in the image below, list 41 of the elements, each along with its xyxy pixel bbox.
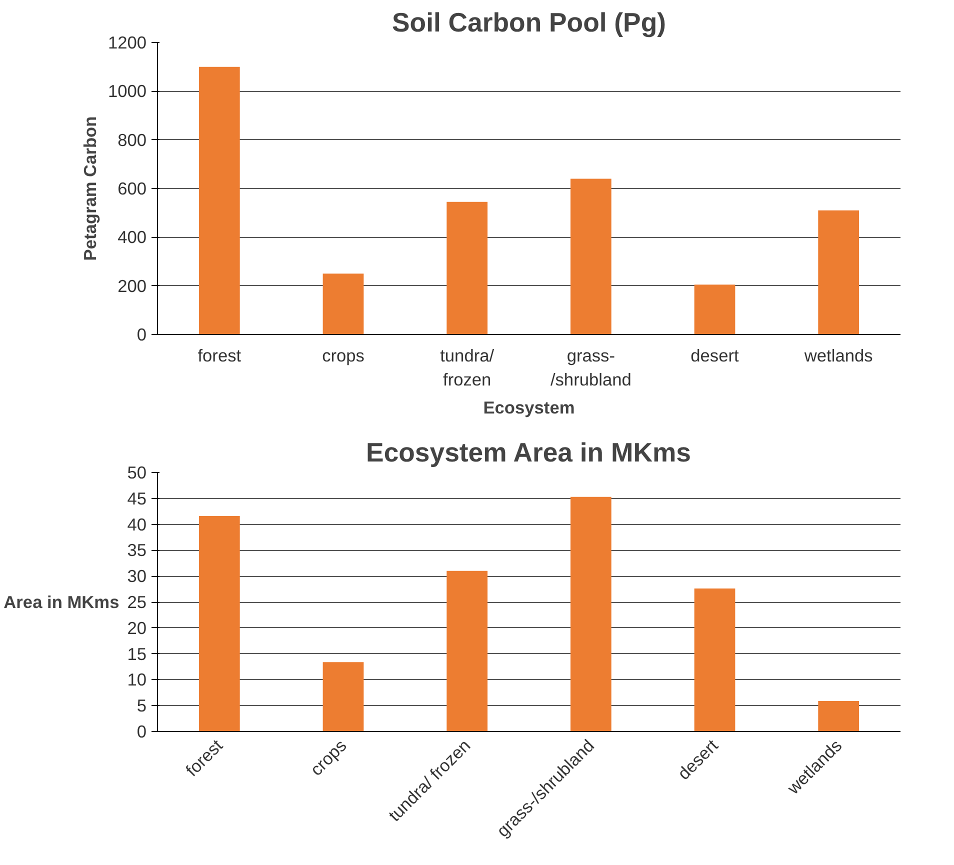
chart-title: Ecosystem Area in MKms bbox=[366, 438, 691, 468]
bar bbox=[694, 588, 736, 732]
bar bbox=[818, 210, 860, 334]
x-tick-label: grass-/shrubland bbox=[550, 346, 632, 390]
y-tick-label: 15 bbox=[127, 644, 147, 664]
x-tick-label: desert bbox=[690, 346, 740, 366]
x-tick-label: crops bbox=[322, 346, 365, 366]
bar bbox=[446, 570, 488, 732]
y-tick-label: 0 bbox=[136, 324, 147, 344]
y-tick-label: 50 bbox=[127, 462, 147, 482]
y-tick-label: 0 bbox=[136, 722, 147, 742]
bar bbox=[446, 202, 488, 334]
x-tick-label: tundra/ frozen bbox=[440, 346, 494, 390]
y-tick-label: 30 bbox=[127, 566, 147, 586]
y-tick-label: 600 bbox=[118, 178, 147, 198]
y-axis-title: Petagram Carbon bbox=[80, 116, 100, 261]
bar bbox=[198, 516, 240, 732]
bar bbox=[694, 284, 736, 334]
y-tick-label: 40 bbox=[127, 514, 147, 534]
y-tick-label: 800 bbox=[118, 130, 147, 150]
bar bbox=[570, 178, 612, 334]
bar bbox=[570, 496, 612, 732]
y-tick-label: 25 bbox=[127, 592, 147, 612]
bar bbox=[818, 700, 860, 732]
y-tick-label: 1000 bbox=[108, 81, 147, 102]
y-tick-label: 5 bbox=[136, 696, 147, 716]
bar bbox=[322, 274, 364, 334]
x-tick-label: forest bbox=[198, 346, 242, 366]
y-tick-label: 45 bbox=[127, 488, 147, 508]
y-tick-label: 20 bbox=[127, 618, 147, 638]
bar bbox=[322, 662, 364, 732]
x-tick-label: wetlands bbox=[803, 346, 874, 366]
x-axis-title: Ecosystem bbox=[483, 398, 575, 418]
y-tick-label: 1200 bbox=[108, 32, 147, 52]
y-tick-label: 400 bbox=[118, 227, 147, 248]
bar bbox=[198, 66, 240, 334]
y-tick-label: 10 bbox=[127, 670, 147, 690]
y-tick-label: 35 bbox=[127, 540, 147, 560]
y-axis-title: Area in MKms bbox=[4, 592, 120, 612]
y-tick-label: 200 bbox=[118, 276, 147, 296]
chart-title: Soil Carbon Pool (Pg) bbox=[392, 8, 666, 38]
